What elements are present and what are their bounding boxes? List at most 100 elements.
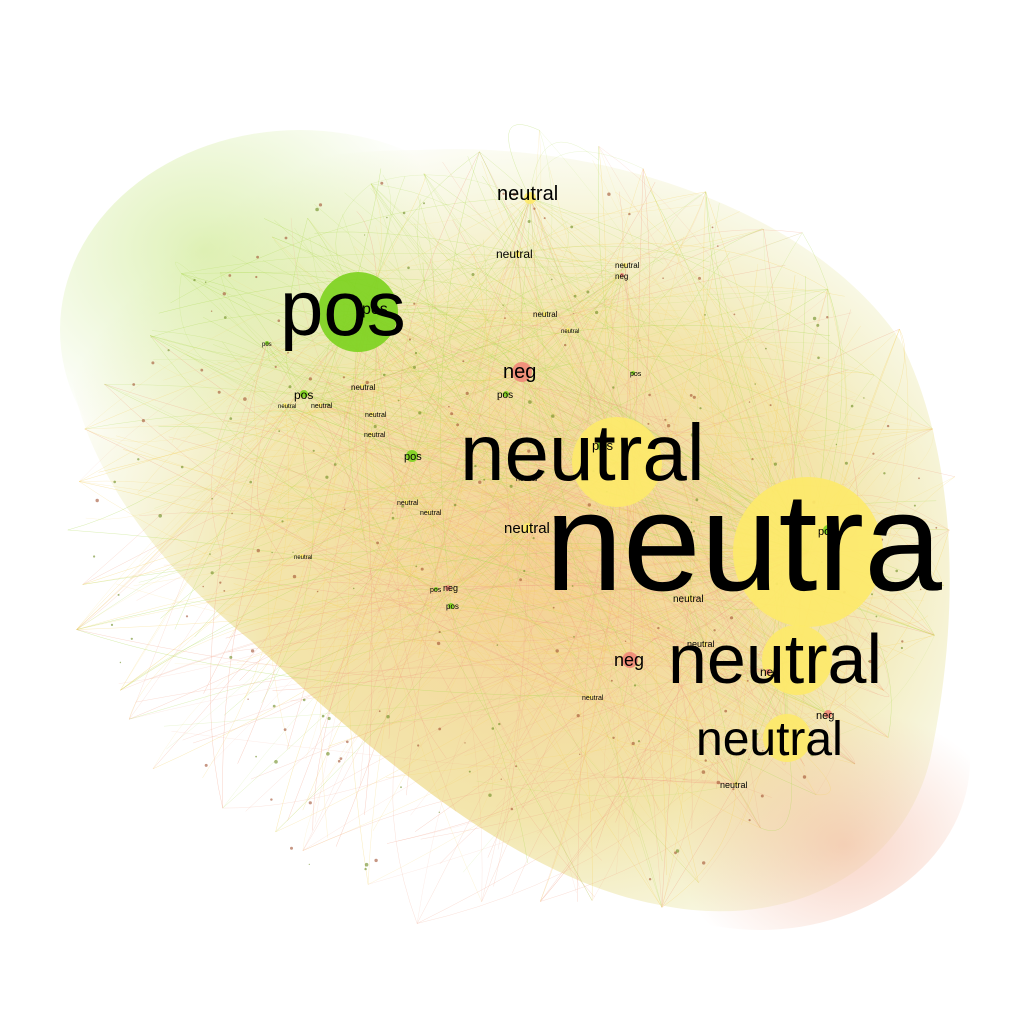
graph-edge <box>193 588 437 744</box>
minor-node <box>344 508 346 511</box>
minor-node <box>579 753 581 755</box>
graph-edge <box>827 529 950 715</box>
graph-edge <box>104 383 452 607</box>
graph-edge <box>150 335 523 373</box>
minor-node <box>610 679 613 682</box>
graph-edge <box>349 387 413 457</box>
minor-node <box>912 515 915 519</box>
graph-edge <box>76 550 809 630</box>
graph-edge <box>115 583 631 664</box>
node-label-11: pos <box>404 451 422 463</box>
minor-node <box>211 497 213 500</box>
graph-edge <box>273 240 429 513</box>
graph-edge <box>67 311 359 531</box>
minor-node <box>287 351 289 354</box>
minor-node <box>551 278 553 281</box>
minor-node <box>200 368 204 372</box>
graph-edge <box>446 253 524 691</box>
graph-edge <box>222 461 618 809</box>
graph-edge <box>520 197 584 263</box>
graph-edge <box>423 173 706 645</box>
graph-edge <box>616 413 892 463</box>
graph-edge <box>423 461 591 698</box>
minor-node <box>674 851 677 855</box>
minor-node <box>413 302 416 305</box>
minor-node <box>141 419 145 423</box>
minor-node <box>498 399 500 401</box>
graph-edge <box>517 253 831 495</box>
graph-edge <box>411 306 440 457</box>
minor-node <box>695 432 698 435</box>
minor-node <box>413 365 416 369</box>
minor-node <box>397 399 400 402</box>
graph-edge <box>367 551 809 885</box>
minor-node <box>817 356 820 360</box>
graph-edge <box>357 311 778 642</box>
node-neg-14 <box>824 710 832 718</box>
minor-node <box>346 740 349 744</box>
minor-node <box>555 649 559 653</box>
minor-node <box>527 220 531 223</box>
graph-edge <box>437 597 691 791</box>
graph-edge <box>423 173 618 463</box>
graph-edge <box>370 431 654 541</box>
graph-edge <box>497 197 540 850</box>
graph-edge <box>335 197 531 847</box>
minor-node <box>223 590 226 592</box>
minor-node <box>308 863 310 866</box>
graph-edge <box>357 311 483 902</box>
graph-edge <box>314 253 519 823</box>
graph-edge <box>363 253 519 384</box>
graph-edge <box>297 600 631 661</box>
minor-node <box>704 759 707 762</box>
graph-edge <box>632 372 884 691</box>
minor-node <box>408 338 411 341</box>
graph-edge <box>84 404 286 442</box>
graph-edge <box>275 597 691 833</box>
node-neutral-21 <box>360 384 364 388</box>
graph-edge <box>324 477 525 705</box>
graph-edge <box>279 462 429 516</box>
graph-edge <box>371 413 761 829</box>
node-label-0: neutra <box>545 463 942 620</box>
graph-edge <box>370 244 481 435</box>
minor-node <box>639 340 641 342</box>
graph-edge <box>82 543 809 585</box>
node-label-22: neutral <box>311 403 333 410</box>
graph-edge <box>163 671 769 727</box>
graph-edge <box>815 713 841 795</box>
graph-edge <box>120 461 618 691</box>
minor-node <box>596 509 599 512</box>
graph-edge <box>427 232 803 513</box>
graph-edge <box>629 168 644 661</box>
minor-node <box>717 245 719 247</box>
node-neutral-30 <box>370 412 374 416</box>
graph-edge <box>357 289 828 313</box>
graph-edge <box>704 642 766 662</box>
graph-edge <box>368 713 829 885</box>
graph-edge <box>529 151 644 199</box>
minor-node <box>308 801 312 805</box>
node-neutral-18 <box>623 263 627 267</box>
graph-edge <box>357 311 817 795</box>
graph-edge <box>405 202 533 503</box>
label-layer: neutraneutralposneutralneutralneutralneg… <box>262 183 942 790</box>
minor-node <box>699 407 702 410</box>
minor-node <box>564 343 567 347</box>
graph-edge <box>325 197 531 703</box>
graph-edge <box>217 361 809 553</box>
minor-node <box>223 316 227 319</box>
minor-node <box>352 587 355 590</box>
minor-node <box>465 391 469 395</box>
graph-edge <box>370 433 739 769</box>
graph-edge <box>629 488 762 661</box>
minor-node <box>471 273 475 276</box>
graph-edge <box>79 481 788 739</box>
graph-edge <box>220 272 305 395</box>
graph-edge <box>531 534 798 661</box>
graph-edge <box>632 372 736 561</box>
graph-edge <box>287 501 407 821</box>
minor-node <box>570 225 574 229</box>
graph-edge <box>243 313 546 699</box>
